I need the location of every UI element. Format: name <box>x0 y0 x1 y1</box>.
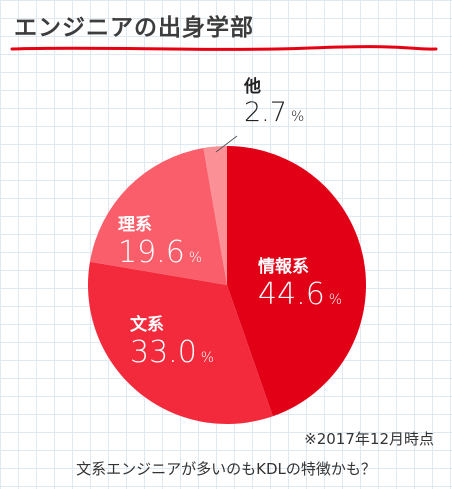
pie-slice-0 <box>227 146 366 417</box>
slice-label-info: 情報系 44.6% <box>258 257 343 312</box>
title-underline <box>10 45 438 51</box>
page-title: エンジニアの出身学部 <box>14 15 254 41</box>
other-leader-line <box>215 135 238 153</box>
pie-slice-1 <box>88 261 273 424</box>
slice-label-science: 理系 19.6% <box>118 215 203 270</box>
slice-label-humanities: 文系 33.0% <box>130 315 215 370</box>
date-note: ※2017年12月時点 <box>304 430 434 448</box>
slice-label-other: 他 2.7% <box>244 77 305 128</box>
caption: 文系エンジニアが多いのもKDLの特徴かも？ <box>76 460 376 478</box>
pie-slice-3 <box>203 146 227 285</box>
pie-slice-2 <box>89 147 228 285</box>
